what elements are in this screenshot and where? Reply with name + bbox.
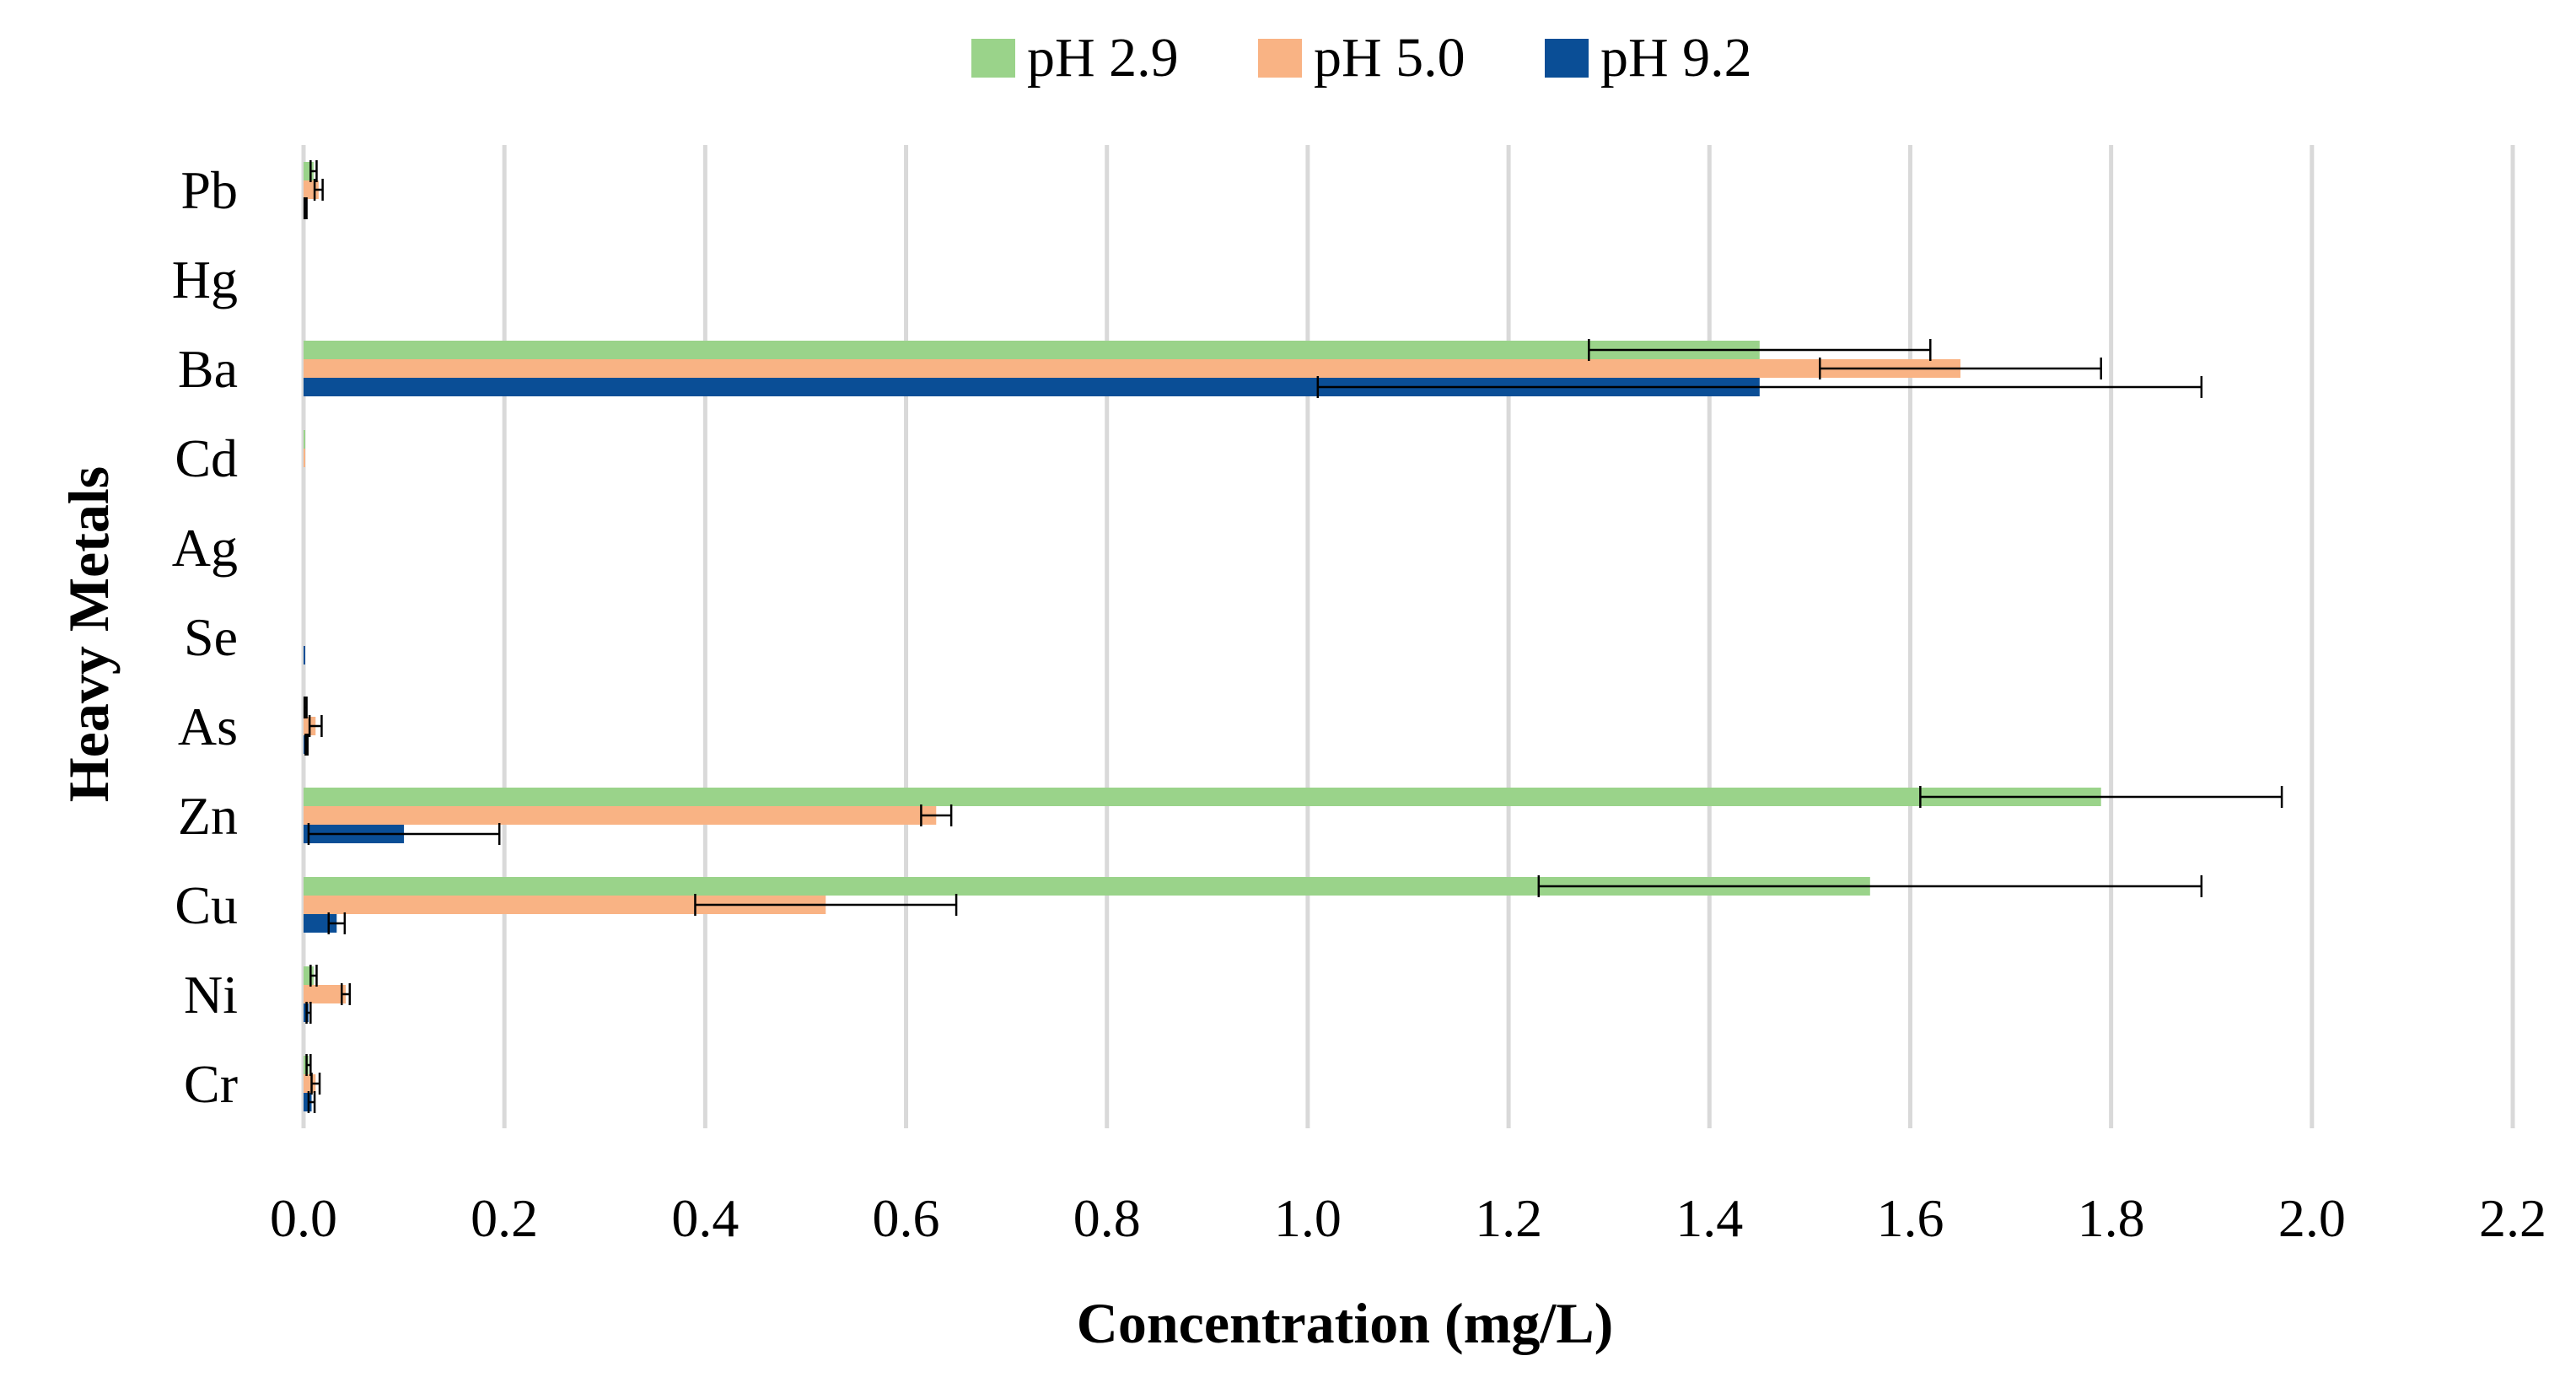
y-axis-categories: Pb Hg Ba Cd Ag Se As Zn Cu Ni Cr: [172, 160, 238, 1114]
bar-Zn-pH-2.9: [304, 788, 2101, 806]
bar-Ba-pH-2.9: [304, 341, 1760, 359]
x-tick-label: 0.2: [471, 1188, 538, 1248]
legend: pH 2.9 pH 5.0 pH 9.2: [971, 27, 1752, 89]
y-axis-title: Heavy Metals: [56, 466, 121, 802]
bar-Cd-pH-2.9: [304, 430, 305, 449]
legend-label: pH 2.9: [1027, 27, 1179, 89]
x-tick-label: 1.2: [1475, 1188, 1542, 1248]
category-label: Ag: [172, 518, 238, 578]
x-tick-label: 1.8: [2078, 1188, 2145, 1248]
category-label: As: [178, 697, 238, 756]
bar-Pb-pH-2.9: [304, 162, 314, 180]
bars: [304, 162, 2101, 1111]
bar-Cu-pH-2.9: [304, 877, 1870, 896]
x-tick-label: 0.4: [671, 1188, 739, 1248]
category-label: Hg: [172, 250, 238, 309]
x-tick-label: 0.8: [1073, 1188, 1141, 1248]
bar-Se-pH-9.2: [304, 646, 305, 664]
bar-Ba-pH-5.0: [304, 359, 1960, 378]
category-label: Ba: [178, 339, 238, 399]
bar-Ba-pH-9.2: [304, 378, 1760, 396]
category-label: Cu: [175, 875, 238, 935]
x-tick-label: 2.2: [2479, 1188, 2546, 1248]
legend-swatch-pH-2.9: [971, 39, 1015, 78]
bar-Ni-pH-2.9: [304, 966, 314, 985]
category-label: Pb: [180, 160, 238, 220]
x-tick-label: 1.4: [1675, 1188, 1743, 1248]
x-axis-title: Concentration (mg/L): [1077, 1291, 1613, 1355]
legend-swatch-pH-9.2: [1545, 39, 1589, 78]
legend-swatch-pH-5.0: [1258, 39, 1302, 78]
category-label: Zn: [178, 786, 238, 846]
category-label: Cr: [184, 1054, 238, 1114]
category-label: Ni: [184, 965, 238, 1025]
gridlines: [301, 145, 2515, 1128]
bar-Cd-pH-5.0: [304, 449, 305, 467]
bar-Ni-pH-5.0: [304, 985, 347, 1003]
category-label: Se: [184, 607, 238, 667]
error-bars: [303, 160, 2283, 1113]
bar-Zn-pH-5.0: [304, 806, 937, 825]
x-tick-label: 1.6: [1876, 1188, 1944, 1248]
legend-label: pH 5.0: [1314, 27, 1465, 89]
x-tick-label: 0.6: [873, 1188, 940, 1248]
legend-label: pH 9.2: [1600, 27, 1752, 89]
x-tick-label: 1.0: [1274, 1188, 1342, 1248]
x-tick-label: 0.0: [270, 1188, 337, 1248]
category-label: Cd: [175, 428, 238, 488]
x-axis-ticks: 0.0 0.2 0.4 0.6 0.8 1.0 1.2 1.4 1.6 1.8 2.0 2.2: [270, 1188, 2546, 1248]
x-tick-label: 2.0: [2278, 1188, 2346, 1248]
